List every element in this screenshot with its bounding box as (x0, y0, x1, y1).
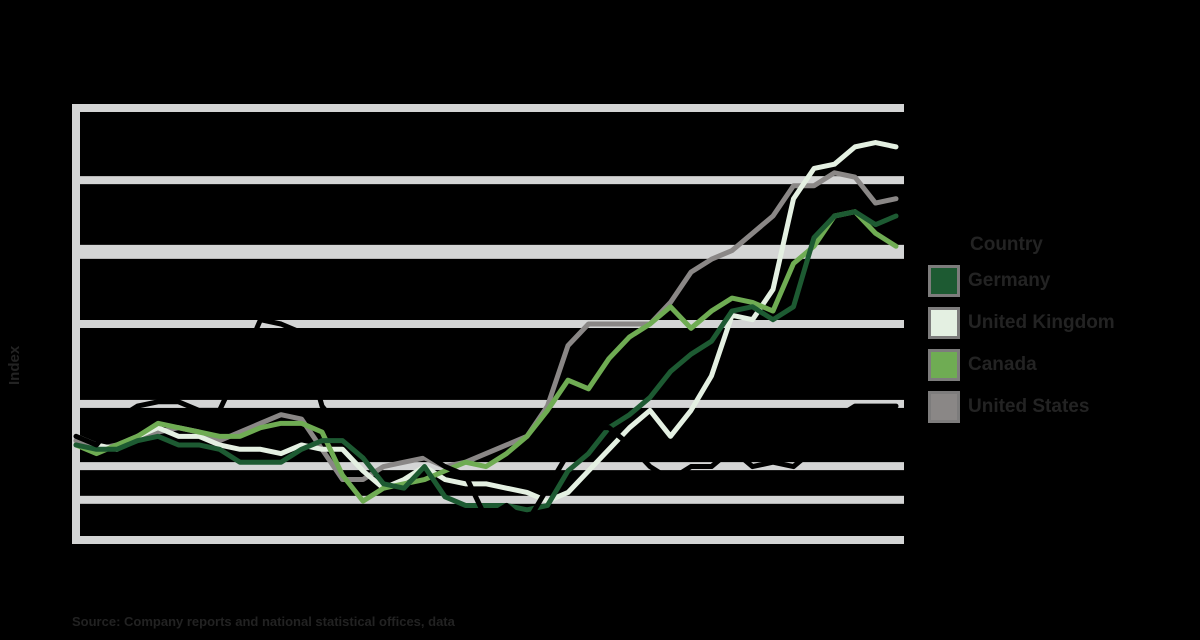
series-line-canada (73, 209, 899, 504)
legend-label: United Kingdom (968, 312, 1115, 333)
legend-item-united-kingdom[interactable]: United Kingdom (928, 302, 1115, 344)
legend-label: United States (968, 396, 1090, 417)
legend-title: Country (970, 234, 1043, 255)
swatch-united-states (928, 391, 960, 423)
swatch-canada (928, 349, 960, 381)
legend-item-united-states[interactable]: United States (928, 386, 1115, 428)
legend-item-canada[interactable]: Canada (928, 344, 1115, 386)
gridline (72, 104, 904, 112)
y-axis-label: Index (6, 345, 23, 385)
gridline (72, 495, 904, 504)
gridline (72, 536, 904, 544)
series-line-other-unlabeled- (73, 317, 899, 526)
gridlines (72, 104, 904, 544)
swatch-united-kingdom (928, 307, 960, 339)
gridline (72, 176, 904, 185)
legend-label: Germany (968, 270, 1051, 291)
y-axis-line (72, 104, 80, 544)
gridline (72, 244, 904, 259)
legend-item-germany[interactable]: Germany (928, 260, 1115, 302)
swatch-germany (928, 265, 960, 297)
source-note: Source: Company reports and national sta… (72, 614, 455, 629)
legend-label: Canada (968, 354, 1037, 375)
series-lines (73, 140, 899, 526)
legend: Country Germany United Kingdom Canada Un… (928, 230, 1115, 428)
series-line-united-states (73, 170, 899, 483)
gridline (72, 399, 904, 408)
gridline (72, 320, 904, 328)
series-line-germany (73, 209, 899, 513)
